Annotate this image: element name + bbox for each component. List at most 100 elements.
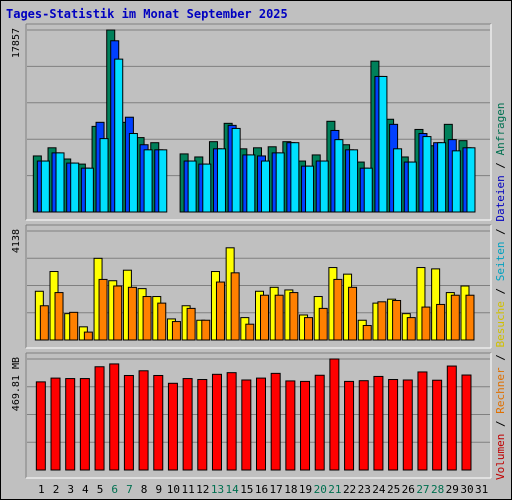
bar-seiten-day-18 — [290, 142, 300, 213]
bar-seiten-day-2 — [55, 152, 65, 213]
x-tick-label-day-4: 4 — [82, 483, 89, 496]
legend-part-5: / — [494, 281, 507, 301]
x-tick-label-day-30: 30 — [460, 483, 473, 496]
bar-rechner-day-1 — [39, 305, 49, 341]
bar-volumen-day-20 — [314, 374, 325, 471]
x-tick-label-day-17: 17 — [270, 483, 283, 496]
bar-rechner-day-10 — [171, 321, 181, 341]
x-tick-label-day-27: 27 — [416, 483, 429, 496]
bar-volumen-day-29 — [446, 365, 457, 471]
bar-seiten-day-22 — [349, 149, 359, 213]
bar-volumen-day-13 — [211, 373, 222, 471]
bar-seiten-day-24 — [378, 75, 388, 213]
bar-seiten-day-3 — [70, 162, 80, 213]
bar-volumen-day-21 — [329, 358, 340, 471]
bar-volumen-day-19 — [300, 380, 311, 471]
bar-seiten-day-23 — [363, 167, 373, 213]
chart-title: Tages-Statistik im Monat September 2025 — [6, 7, 288, 21]
bar-rechner-day-28 — [436, 303, 446, 341]
bar-rechner-day-4 — [83, 331, 93, 341]
bar-rechner-day-21 — [333, 278, 343, 341]
bar-seiten-day-16 — [261, 160, 270, 213]
legend-part-0: Volumen — [494, 434, 507, 480]
x-tick-label-day-15: 15 — [240, 483, 253, 496]
bar-rechner-day-18 — [289, 292, 299, 341]
bar-rechner-day-16 — [260, 294, 269, 341]
panel-top-ymax-label: 17857 — [11, 28, 22, 58]
x-tick-label-day-11: 11 — [181, 483, 194, 496]
bar-rechner-day-3 — [69, 311, 79, 341]
x-tick-label-day-21: 21 — [328, 483, 341, 496]
bar-volumen-day-8 — [138, 370, 149, 471]
bar-volumen-day-3 — [65, 378, 76, 471]
bar-seiten-day-25 — [393, 148, 403, 213]
bar-volumen-day-27 — [417, 371, 428, 471]
bar-rechner-day-2 — [54, 292, 64, 341]
bar-seiten-day-27 — [422, 136, 432, 213]
legend-part-2: Rechner — [494, 367, 507, 414]
bar-volumen-day-16 — [256, 377, 266, 471]
bar-rechner-day-19 — [304, 317, 314, 341]
bar-rechner-day-24 — [377, 301, 387, 341]
bar-rechner-day-7 — [127, 286, 137, 341]
x-tick-label-day-14: 14 — [226, 483, 240, 496]
bar-seiten-day-4 — [84, 167, 94, 213]
bar-seiten-day-12 — [202, 163, 212, 213]
bar-rechner-day-26 — [406, 317, 416, 341]
x-tick-label-day-28: 28 — [431, 483, 444, 496]
bar-volumen-day-1 — [35, 381, 46, 471]
x-tick-label-day-22: 22 — [343, 483, 356, 496]
bar-seiten-day-5 — [99, 138, 109, 213]
legend-part-8: Dateien — [494, 175, 507, 221]
bar-seiten-day-28 — [437, 142, 447, 213]
panel-middle-ymax-label: 4138 — [11, 229, 22, 253]
legend-part-10: Anfragen — [494, 102, 507, 155]
x-tick-label-day-23: 23 — [358, 483, 371, 496]
x-tick-label-day-24: 24 — [372, 483, 386, 496]
bar-seiten-day-20 — [319, 160, 329, 213]
bar-rechner-day-6 — [113, 285, 123, 341]
bar-rechner-day-14 — [230, 272, 240, 341]
legend-part-1: / — [494, 414, 507, 434]
bar-seiten-day-30 — [466, 147, 476, 213]
x-tick-label-day-1: 1 — [38, 483, 45, 496]
x-tick-label-day-7: 7 — [126, 483, 133, 496]
legend-part-6: Seiten — [494, 242, 507, 282]
bar-volumen-day-22 — [344, 380, 355, 471]
x-tick-label-day-19: 19 — [299, 483, 312, 496]
x-tick-label-day-26: 26 — [402, 483, 415, 496]
bar-seiten-day-7 — [128, 133, 138, 213]
bar-seiten-day-14 — [231, 127, 241, 213]
bar-rechner-day-8 — [142, 296, 152, 341]
bar-volumen-day-10 — [167, 382, 178, 471]
bar-rechner-day-23 — [362, 325, 372, 341]
x-tick-label-day-18: 18 — [284, 483, 297, 496]
bar-seiten-day-15 — [246, 154, 256, 213]
legend-part-3: / — [494, 348, 507, 368]
x-tick-label-day-2: 2 — [53, 483, 60, 496]
bar-seiten-day-17 — [275, 152, 285, 213]
x-tick-label-day-31: 31 — [475, 483, 488, 496]
x-tick-label-day-16: 16 — [255, 483, 268, 496]
bar-volumen-day-25 — [388, 379, 399, 471]
legend-part-4: Besuche — [494, 301, 507, 347]
x-tick-label-day-20: 20 — [314, 483, 327, 496]
bar-seiten-day-21 — [334, 139, 344, 213]
bar-volumen-day-30 — [461, 374, 472, 471]
bar-volumen-day-4 — [79, 378, 90, 471]
bar-volumen-day-15 — [241, 379, 252, 471]
x-tick-label-day-3: 3 — [67, 483, 74, 496]
bar-seiten-day-1 — [40, 160, 50, 213]
x-tick-label-day-9: 9 — [155, 483, 162, 496]
bar-seiten-day-29 — [451, 150, 461, 213]
x-tick-label-day-5: 5 — [97, 483, 104, 496]
bar-rechner-day-9 — [157, 302, 167, 341]
bar-rechner-day-13 — [215, 281, 225, 341]
bar-seiten-day-9 — [158, 149, 168, 213]
x-tick-label-day-12: 12 — [196, 483, 209, 496]
bar-rechner-day-12 — [201, 319, 211, 341]
bar-seiten-day-13 — [216, 148, 226, 213]
bar-volumen-day-5 — [94, 366, 105, 471]
